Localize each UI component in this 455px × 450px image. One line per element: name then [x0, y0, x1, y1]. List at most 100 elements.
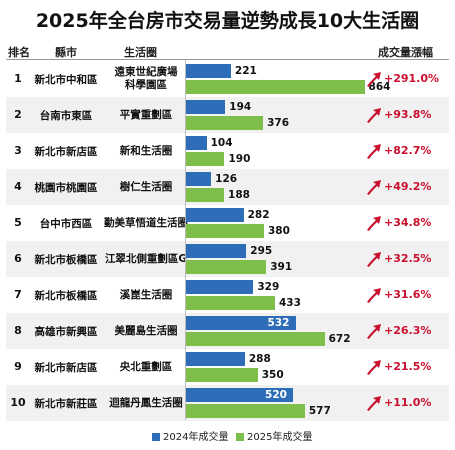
- legend-2024-swatch: [152, 433, 160, 441]
- up-arrow-icon: [367, 72, 381, 87]
- bar-2024: [185, 388, 294, 402]
- bar-2024: [185, 280, 254, 294]
- value-label-2024: 126: [215, 173, 238, 185]
- rank-label: 8: [14, 324, 22, 337]
- circle-label-line: 遠東世紀廣場: [114, 66, 178, 78]
- circle-label: 遠東世紀廣場 科學園區: [104, 66, 188, 92]
- bar-axis-line: [185, 60, 186, 420]
- district-label: 新北市新店區: [34, 146, 98, 158]
- circle-label: 樹仁生活圈: [104, 181, 188, 194]
- circle-label: 平實重劃區: [104, 109, 188, 122]
- circle-label-line: 平實重劃區: [119, 108, 173, 121]
- up-arrow-icon: [367, 252, 381, 267]
- bar-2024: [185, 100, 226, 114]
- circle-label-line: 央北重劃區: [119, 360, 173, 373]
- rank-label: 1: [14, 72, 22, 85]
- bar-2025: [185, 368, 258, 382]
- growth-label: +21.5%: [384, 360, 432, 373]
- bar-2025: [185, 224, 264, 238]
- rank-label: 4: [14, 180, 22, 193]
- circle-label-line: 勤美草悟道生活圈: [104, 216, 188, 229]
- up-arrow-icon: [367, 288, 381, 303]
- district-label: 新北市新莊區: [34, 398, 98, 410]
- circle-label: 溪崑生活圈: [104, 289, 188, 302]
- district-label: 台中市西區: [39, 218, 93, 230]
- circle-label-line: 江翠北側重劃區G: [104, 252, 188, 265]
- circle-label-line: 溪崑生活圈: [119, 288, 173, 301]
- value-label-2024: 194: [229, 101, 252, 113]
- growth-label: +49.2%: [384, 180, 432, 193]
- bar-2024: [185, 208, 244, 222]
- rank-label: 6: [14, 252, 22, 265]
- circle-label-line: 樹仁生活圈: [119, 180, 173, 193]
- value-label-2025: 433: [278, 297, 301, 309]
- bar-2024: [185, 136, 207, 150]
- value-label-2025: 391: [270, 261, 293, 273]
- bar-2025: [185, 80, 365, 94]
- value-label-2024: 221: [234, 65, 257, 77]
- bar-2025: [185, 296, 275, 310]
- value-label-2025: 864: [368, 81, 391, 93]
- growth-label: +291.0%: [384, 72, 440, 85]
- circle-label: 新和生活圈: [104, 145, 188, 158]
- value-label-2024: 282: [247, 209, 270, 221]
- bar-2024: [185, 316, 296, 330]
- header-circle: 生活圈: [124, 46, 157, 59]
- value-label-2024: 288: [248, 353, 271, 365]
- circle-label-line: 美麗島生活圈: [114, 324, 178, 337]
- circle-label: 央北重劃區: [104, 361, 188, 374]
- value-label-2025: 190: [228, 153, 251, 165]
- district-label: 高雄市新興區: [34, 326, 98, 338]
- district-label: 新北市新店區: [34, 362, 98, 374]
- bar-2025: [185, 260, 267, 274]
- up-arrow-icon: [367, 144, 381, 159]
- district-label: 新北市板橋區: [34, 254, 98, 266]
- circle-label-line: 新和生活圈: [119, 144, 173, 157]
- rank-label: 9: [14, 360, 22, 373]
- header-district: 縣市: [55, 46, 77, 59]
- value-label-2025: 380: [267, 225, 290, 237]
- rank-label: 2: [14, 108, 22, 121]
- bar-2024: [185, 172, 212, 186]
- bar-2025: [185, 332, 325, 346]
- bar-2024: [185, 352, 245, 366]
- up-arrow-icon: [367, 396, 381, 411]
- bar-2024: [185, 244, 247, 258]
- chart-title: 2025年全台房市交易量逆勢成長10大生活圈: [35, 10, 420, 32]
- circle-label: 迴龍丹鳳生活圈: [104, 397, 188, 410]
- rank-label: 10: [10, 396, 26, 409]
- bar-2025: [185, 404, 305, 418]
- value-label-2024: 295: [250, 245, 273, 257]
- value-label-2025: 350: [261, 369, 284, 381]
- growth-label: +82.7%: [384, 144, 432, 157]
- legend-2025-swatch: [236, 433, 244, 441]
- circle-label-line: 科學園區: [125, 79, 167, 91]
- up-arrow-icon: [367, 324, 381, 339]
- up-arrow-icon: [367, 108, 381, 123]
- legend-2024-label: 2024年成交量: [163, 432, 229, 443]
- district-label: 台南市東區: [39, 110, 93, 122]
- up-arrow-icon: [367, 180, 381, 195]
- growth-label: +93.8%: [384, 108, 432, 121]
- up-arrow-icon: [367, 360, 381, 375]
- rank-label: 5: [14, 216, 22, 229]
- bar-2024: [185, 64, 231, 78]
- legend-2025-label: 2025年成交量: [247, 432, 313, 443]
- bar-2025: [185, 188, 225, 202]
- growth-label: +32.5%: [384, 252, 432, 265]
- district-label: 新北市中和區: [34, 74, 98, 86]
- legend-2024: 2024年成交量: [152, 428, 228, 443]
- growth-label: +34.8%: [384, 216, 432, 229]
- rank-label: 7: [14, 288, 22, 301]
- circle-label-line: 迴龍丹鳳生活圈: [109, 396, 183, 409]
- value-label-2025: 376: [267, 117, 290, 129]
- bar-2025: [185, 116, 264, 130]
- value-label-2024: 104: [210, 137, 233, 149]
- growth-label: +31.6%: [384, 288, 432, 301]
- growth-label: +26.3%: [384, 324, 432, 337]
- legend-2025: 2025年成交量: [236, 428, 312, 443]
- header-divider: [6, 59, 449, 60]
- district-label: 桃園市桃園區: [34, 182, 98, 194]
- value-label-2025: 577: [308, 405, 331, 417]
- growth-label: +11.0%: [384, 396, 432, 409]
